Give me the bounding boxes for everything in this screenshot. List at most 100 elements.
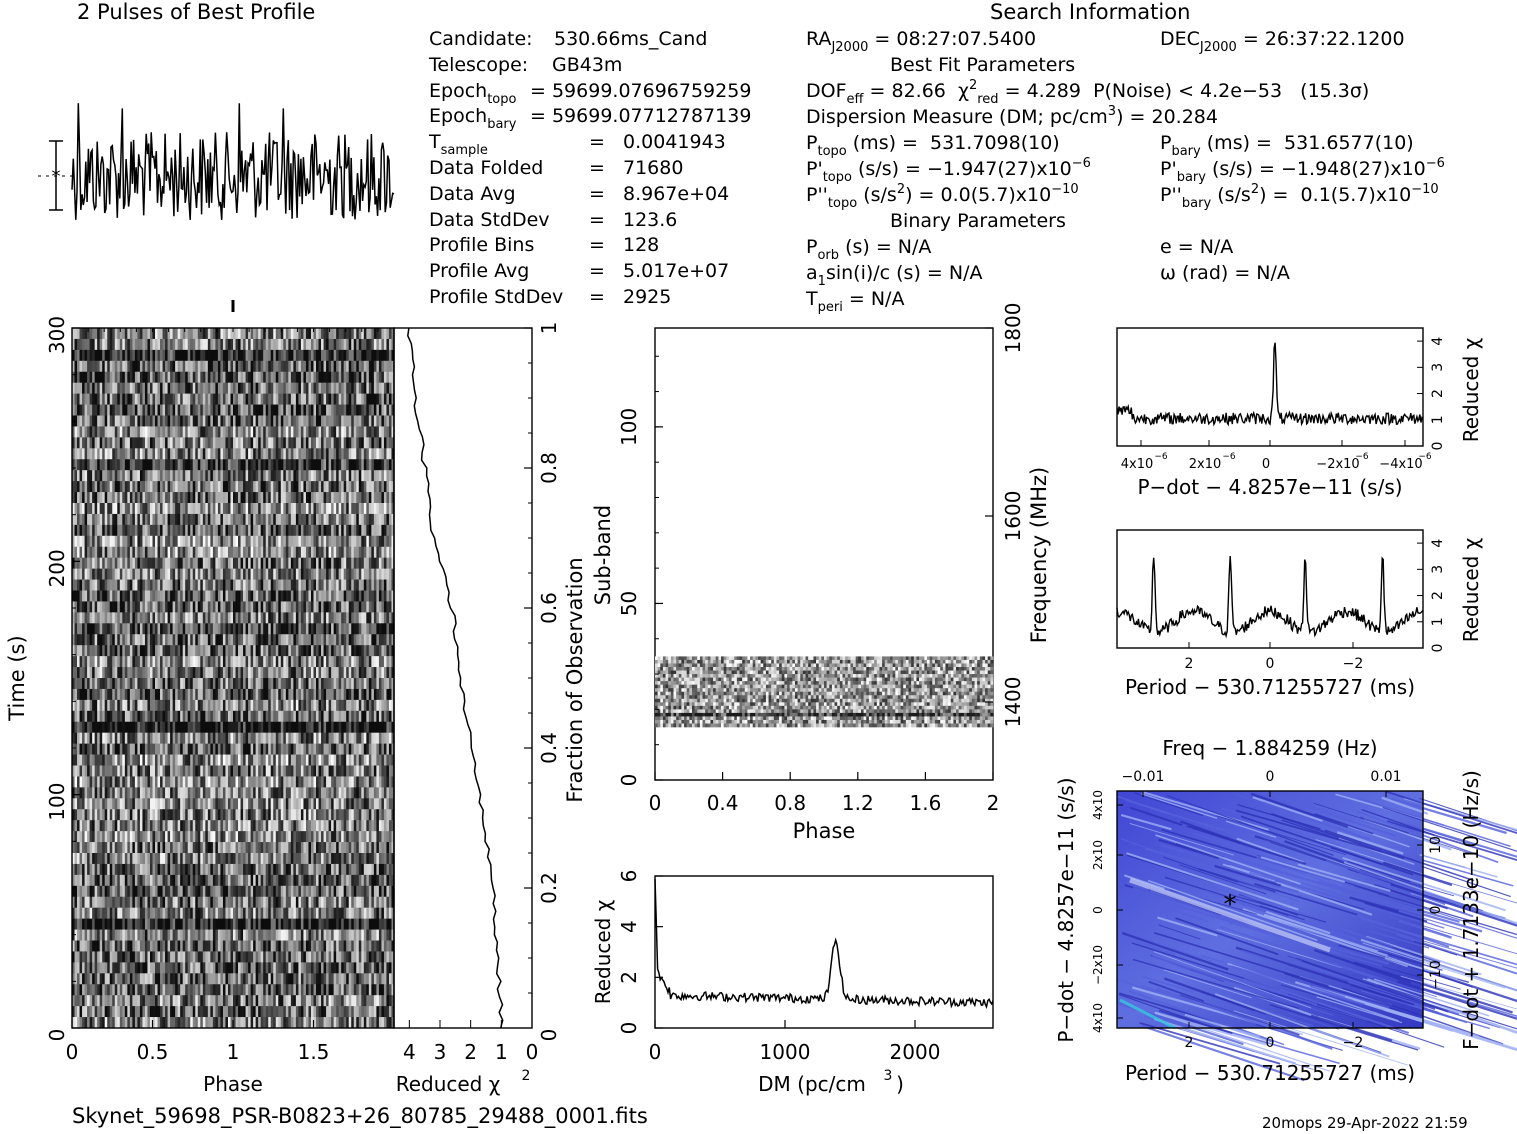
redchi-tick-label: 4 — [403, 1040, 416, 1064]
fraction-tick-zero: 0 — [537, 1029, 561, 1042]
fraction-tick-label: 0.6 — [537, 592, 561, 624]
best-candidate-star: * — [1224, 890, 1237, 920]
pdot-x-tick-label: 0 — [1262, 457, 1270, 472]
phase-tick-label: 0 — [66, 1040, 79, 1064]
phase-tick-label: 0.5 — [137, 1040, 169, 1064]
period-x-tick-label: −2 — [1343, 656, 1364, 672]
pdot-axis-label: P−dot − 4.8257e−11 (s/s) — [1137, 475, 1402, 499]
ppdot-top-tick-label: −0.01 — [1122, 769, 1165, 785]
fraction-tick-label: 1 — [537, 322, 561, 335]
pdot-x-tick-label: 2x10 — [1189, 457, 1222, 472]
phase-tick-label: 1.5 — [298, 1040, 330, 1064]
period-rc-tick-label: 3 — [1430, 565, 1446, 574]
dm-tick-label: 2000 — [890, 1040, 941, 1064]
error-star: * — [52, 166, 61, 187]
profile-line — [72, 103, 394, 220]
redchi-tick-label: 2 — [464, 1040, 477, 1064]
subband-tick-label: 0 — [617, 774, 641, 787]
pulse-profile-plot: * — [38, 103, 394, 220]
ppdot-right-tick-label: −10 — [1428, 960, 1444, 990]
phase-axis-label: Phase — [203, 1072, 263, 1096]
phase2-tick-label: 1.6 — [909, 791, 941, 815]
pdot-x-tick-label: 4x10 — [1121, 457, 1154, 472]
ppdot-x-tick-label: −2 — [1343, 1035, 1364, 1051]
fraction-axis-label: Fraction of Observation — [563, 557, 587, 802]
period-x-tick-label: 0 — [1266, 656, 1275, 672]
period-rc-tick-label: 0 — [1430, 644, 1446, 653]
freq-tick-label: 1600 — [1001, 491, 1025, 542]
phase2-axis-label: Phase — [793, 819, 856, 843]
ppdot-left-tick-label: −2x10 — [1091, 945, 1105, 985]
ppdot-period-axis-label: Period − 530.71255727 (ms) — [1125, 1061, 1415, 1085]
ppdot-left-tick-label: 0 — [1091, 906, 1105, 914]
time-phase-pixels — [72, 328, 394, 1028]
freq-tick-label: 1800 — [1001, 303, 1025, 354]
dmchi-tick-label: 2 — [617, 971, 641, 984]
plot-frame — [1117, 530, 1423, 648]
phase2-tick-label: 2 — [987, 791, 1000, 815]
redchi-tick-label: 0 — [526, 1040, 539, 1064]
phase2-tick-label: 0 — [649, 791, 662, 815]
ppdot-right-tick-label: 0 — [1428, 906, 1444, 915]
ppdot-left-tick-label: 4x10 — [1091, 790, 1105, 820]
period-rc-tick-label: 4 — [1430, 539, 1446, 548]
ppdot-top-tick-label: 0 — [1266, 769, 1275, 785]
dm-axis-label: DM (pc/cm — [758, 1072, 866, 1096]
phase2-tick-label: 0.4 — [707, 791, 739, 815]
subband-axis-label: Sub-band — [591, 505, 615, 605]
pdot-x-tick-exp: −6 — [1355, 452, 1369, 462]
pdot-x-tick-label: −4x10 — [1379, 457, 1422, 472]
freq-tick-label: 1400 — [1001, 677, 1025, 728]
freq-axis-label: Freq − 1.884259 (Hz) — [1162, 736, 1377, 760]
ppdot-left-tick-label: 4x10 — [1091, 1003, 1105, 1033]
pdot-rc-tick-label: 3 — [1430, 363, 1446, 372]
dm-axis-close: ) — [896, 1072, 904, 1096]
plot-frame — [1117, 328, 1423, 446]
fraction-tick-label: 0.4 — [537, 732, 561, 764]
time-tick-label: 300 — [45, 316, 69, 354]
period-rc-tick-label: 1 — [1430, 617, 1446, 626]
pdot-line — [1117, 343, 1423, 425]
fraction-tick-label: 0.8 — [537, 452, 561, 484]
pdot-rc-axis-label: Reduced χ — [1459, 338, 1483, 443]
ppdot-top-tick-label: 0.01 — [1370, 769, 1401, 785]
period-rc-tick-label: 2 — [1430, 591, 1446, 600]
period-rc-axis-label: Reduced χ — [1459, 538, 1483, 643]
subband-tick-label: 100 — [617, 408, 641, 446]
period-x-tick-label: 2 — [1185, 656, 1194, 672]
frequency-axis-label: Frequency (MHz) — [1027, 467, 1051, 643]
pdot-x-tick-exp: −6 — [1222, 452, 1236, 462]
fraction-tick-label: 0.2 — [537, 872, 561, 904]
dm-axis-sup: 3 — [884, 1068, 893, 1084]
dm-tick-label: 0 — [649, 1040, 662, 1064]
subband-phase-plot: 0 50 100 0 0.4 0.8 1.2 1.6 2 1400 1600 1800 Phase Sub… — [591, 303, 1051, 843]
ppdot-fdot-axis-label: F−dot + 1.7133e−10 (Hz/s) — [1459, 770, 1483, 1050]
pdot-x-tick-exp: −6 — [1154, 452, 1168, 462]
pdot-x-tick-exp: −6 — [1418, 452, 1432, 462]
pdot-rc-tick-label: 1 — [1430, 415, 1446, 424]
plot-frame — [394, 328, 532, 1028]
ppdot-x-tick-label: 2 — [1185, 1035, 1194, 1051]
subband-tick-label: 50 — [617, 591, 641, 616]
phase2-tick-label: 1.2 — [842, 791, 874, 815]
pdot-rc-tick-label: 4 — [1430, 337, 1446, 346]
plot-frame — [655, 876, 993, 1028]
ppdot-left-tick-label: 2x10 — [1091, 840, 1105, 870]
redchi-axis-sup: 2 — [522, 1068, 531, 1084]
redchi-tick-label: 3 — [434, 1040, 447, 1064]
ppdot-pdot-axis-label: P−dot − 4.8257e−11 (s/s) — [1054, 777, 1078, 1042]
dm-tick-label: 1000 — [760, 1040, 811, 1064]
pdot-rc-tick-label: 0 — [1430, 442, 1446, 451]
redchi-line — [408, 328, 503, 1028]
time-tick-label: 200 — [45, 549, 69, 587]
redchi-tick-label: 1 — [495, 1040, 508, 1064]
pdot-rc-tick-label: 2 — [1430, 389, 1446, 398]
phase2-tick-label: 0.8 — [774, 791, 806, 815]
pdot-x-tick-label: −2x10 — [1316, 457, 1359, 472]
